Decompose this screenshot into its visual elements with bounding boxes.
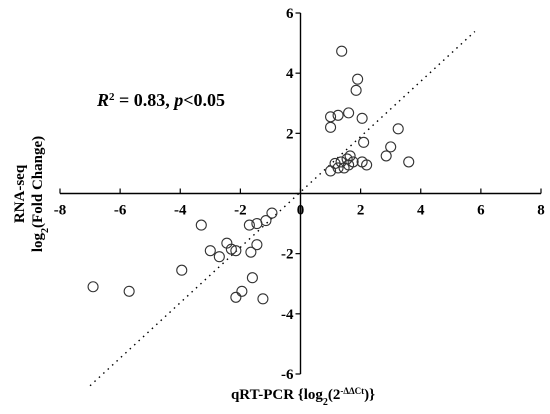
data-point [213,251,225,263]
data-point [251,239,263,251]
data-point [343,159,355,171]
data-point [358,136,370,148]
xlabel-sub: 2 [323,397,328,408]
y-tick-label: 6 [286,6,294,22]
y-axis-title-line1: RNA-seq [12,164,28,223]
y-tick-label: -4 [281,307,294,323]
xlabel-post: )} [364,387,375,403]
ylabel-sub: 2 [40,228,51,233]
x-tick-label: -6 [114,203,127,219]
x-tick-label: 8 [537,203,545,219]
data-point [225,243,237,255]
x-ticks: -8 -6 -4 -2 2 4 6 8 0 [54,188,545,219]
annotation-p: p [172,90,183,110]
y-tick-label: -6 [281,367,294,383]
data-point [245,246,257,258]
data-point [230,291,242,303]
annotation-r-sup: 2 [109,91,115,103]
ylabel-pre: log [30,232,46,252]
data-point [392,123,404,135]
annotation-r: R [96,90,109,110]
data-point [352,73,364,85]
data-point [246,272,258,284]
annotation-rest: <0.05 [183,90,225,110]
data-point [266,207,278,219]
xlabel-mid: (2 [328,387,341,403]
data-point [230,245,242,257]
data-point [236,285,248,297]
data-point [361,159,373,171]
annotation-eq: = 0.83, [115,90,175,110]
x-tick-label: -8 [54,203,67,219]
data-points [87,45,415,305]
data-point [243,219,255,231]
data-point [336,45,348,57]
axes: -8 -6 -4 -2 2 4 6 8 0 -6 -4 -2 2 4 6 [54,6,545,383]
x-tick-label: 0 [297,203,305,219]
y-tick-label: 4 [286,66,294,82]
x-tick-label: 2 [357,203,365,219]
xlabel-pre: qRT-PCR {log [231,387,323,403]
data-point [385,141,397,153]
xlabel-sup: -ΔΔCt [340,386,364,396]
y-axis-title-line2: log2(Fold Change) [30,136,51,252]
data-point [332,162,344,174]
data-point [123,285,135,297]
data-point [325,165,337,177]
data-point [87,281,99,293]
data-point [251,218,263,230]
data-point [204,245,216,257]
data-point [356,112,368,124]
x-axis-title: qRT-PCR {log2(2-ΔΔCt)} [231,386,375,408]
y-ticks: -6 -4 -2 2 4 6 [281,6,301,383]
r-squared-annotation: R2 = 0.83, p<0.05 [96,90,225,110]
y-tick-label: 2 [286,126,294,142]
x-tick-label: -2 [234,203,247,219]
y-tick-label: -2 [281,247,294,263]
y-axis-title-group: RNA-seq log2(Fold Change) [12,136,51,252]
data-point [176,264,188,276]
data-point [403,156,415,168]
x-tick-label: -4 [174,203,187,219]
data-point [257,293,269,305]
data-point [335,156,347,168]
data-point [195,219,207,231]
data-point [332,109,344,121]
data-point [380,150,392,162]
x-tick-label: 4 [417,203,425,219]
data-point [325,121,337,133]
x-tick-label: 6 [477,203,485,219]
data-point [343,107,355,119]
data-point [350,84,362,96]
ylabel-post: (Fold Change) [30,136,46,228]
data-point [344,150,356,162]
